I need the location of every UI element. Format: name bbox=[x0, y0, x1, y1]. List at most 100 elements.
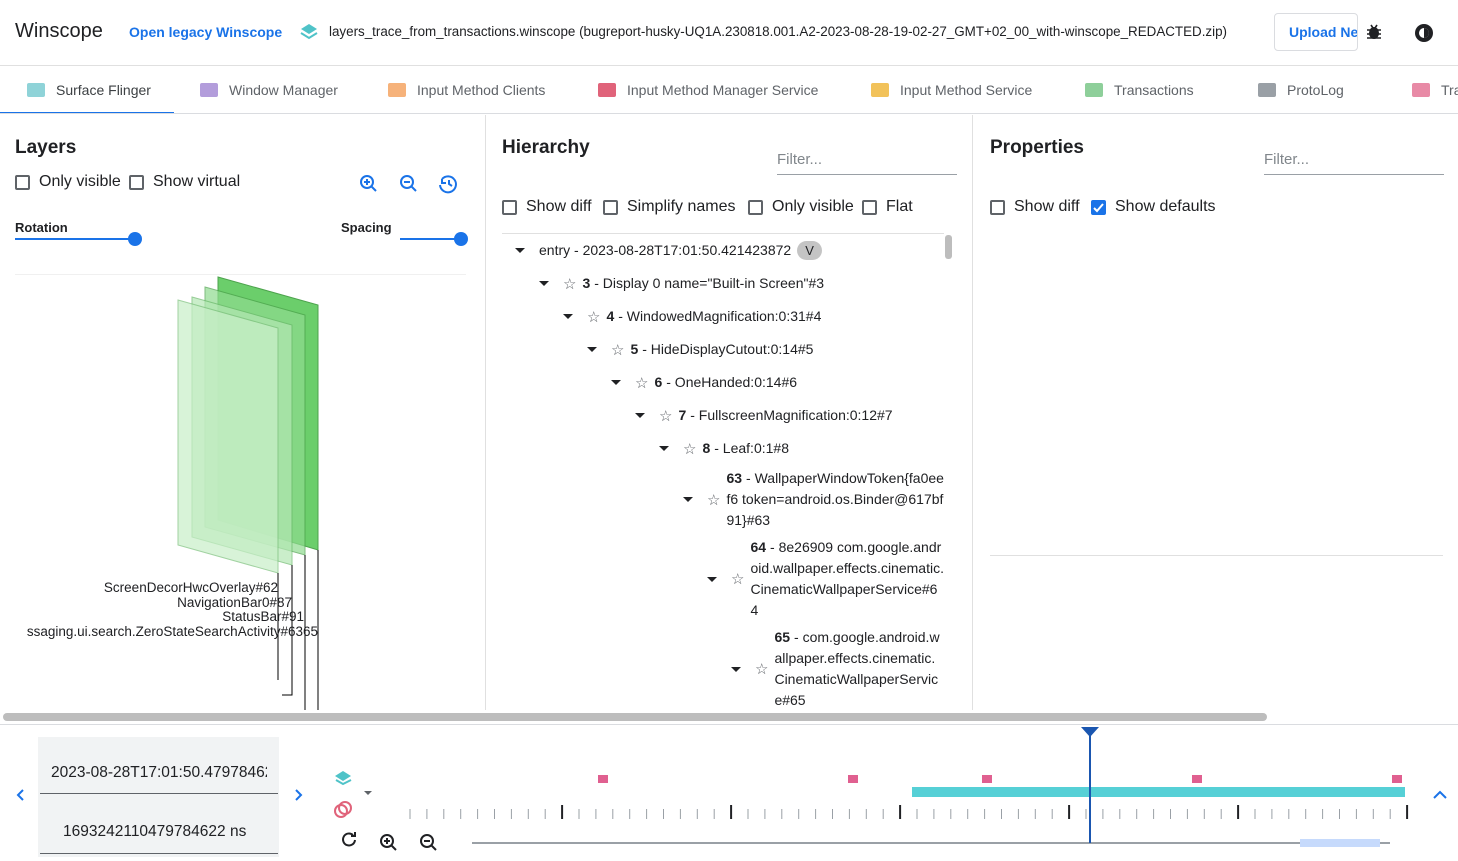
checkbox-label: Only visible bbox=[772, 198, 854, 215]
tree-node[interactable]: ☆ 6- OneHanded:0:14#6 bbox=[502, 366, 944, 399]
timeline: 2023-08-28T17:01:50.479784622 1693242110… bbox=[0, 724, 1458, 860]
horizontal-scrollbar[interactable] bbox=[3, 713, 1267, 721]
layer-label: ScreenDecorHwcOverlay#62 bbox=[103, 580, 278, 595]
checkbox[interactable]: Simplify names bbox=[603, 198, 735, 216]
expand-toggle[interactable] bbox=[611, 380, 621, 385]
tab-icon bbox=[598, 83, 616, 97]
node-text: entry - 2023-08-28T17:01:50.421423872 bbox=[539, 237, 791, 264]
tab[interactable]: Surface Flinger bbox=[0, 66, 174, 113]
tab[interactable]: Input Method Clients bbox=[388, 66, 545, 113]
node-text: 8- Leaf:0:1#8 bbox=[702, 435, 789, 462]
checkbox[interactable]: Only visible bbox=[15, 173, 121, 191]
filter-input[interactable]: Filter... bbox=[777, 145, 957, 175]
star-icon[interactable]: ☆ bbox=[587, 308, 601, 326]
node-id: 6 bbox=[654, 374, 663, 390]
expand-toggle[interactable] bbox=[563, 314, 573, 319]
star-icon[interactable]: ☆ bbox=[659, 407, 673, 425]
tab[interactable]: Input Method Manager Service bbox=[598, 66, 818, 113]
hierarchy-panel: Hierarchy Filter... Show diff Simplify na… bbox=[486, 115, 973, 710]
timestamp-input[interactable]: 2023-08-28T17:01:50.479784622 bbox=[51, 764, 267, 781]
properties-panel: Properties Filter... Show diff Show defau… bbox=[973, 115, 1458, 710]
node-text: 63- WallpaperWindowToken{fa0eef6 token=a… bbox=[726, 465, 944, 534]
panel-title: Properties bbox=[990, 137, 1084, 158]
node-id: 64 bbox=[750, 539, 767, 555]
scrollbar[interactable] bbox=[945, 235, 952, 259]
tree-node[interactable]: ☆ 7- FullscreenMagnification:0:12#7 bbox=[502, 399, 944, 432]
expand-toggle[interactable] bbox=[683, 497, 693, 502]
zoom-controls[interactable] bbox=[356, 173, 466, 195]
expand-toggle[interactable] bbox=[635, 413, 645, 418]
layer-label: StatusBar#91 bbox=[222, 609, 304, 624]
checkbox-label: Show diff bbox=[1014, 198, 1080, 215]
checkbox-box bbox=[862, 199, 877, 215]
bug-icon[interactable] bbox=[1364, 22, 1384, 42]
theme-icon[interactable] bbox=[1413, 22, 1435, 44]
checkbox-box bbox=[990, 199, 1005, 215]
expand-toggle[interactable] bbox=[515, 248, 525, 253]
star-icon[interactable]: ☆ bbox=[611, 341, 625, 359]
tab-icon bbox=[1412, 83, 1430, 97]
node-chip: V bbox=[797, 241, 822, 260]
check bbox=[1093, 202, 1104, 212]
tab[interactable]: Tra bbox=[1412, 66, 1458, 113]
tab[interactable]: Window Manager bbox=[200, 66, 338, 113]
checkbox[interactable]: Show diff bbox=[990, 198, 1080, 216]
filter-input[interactable]: Filter... bbox=[1264, 145, 1444, 175]
entry-marker bbox=[848, 775, 858, 783]
checkbox-box bbox=[502, 199, 517, 215]
checkbox-label: Simplify names bbox=[627, 198, 736, 215]
upload-button[interactable]: Upload New bbox=[1274, 13, 1358, 51]
star-icon[interactable]: ☆ bbox=[563, 275, 577, 293]
node-label: - com.google.android.wallpaper.effects.c… bbox=[774, 629, 940, 708]
tree-node[interactable]: ☆ 64- 8e26909 com.google.android.wallpape… bbox=[502, 534, 944, 624]
tab-icon bbox=[27, 83, 45, 97]
node-id: 65 bbox=[774, 629, 791, 645]
layers-3d-view[interactable] bbox=[0, 275, 486, 710]
expand-toggle[interactable] bbox=[587, 347, 597, 352]
expand-toggle[interactable] bbox=[539, 281, 549, 286]
ns-timestamp[interactable]: 1693242110479784622 ns bbox=[63, 823, 247, 840]
tab-label: Surface Flinger bbox=[56, 82, 151, 98]
star-icon[interactable]: ☆ bbox=[731, 571, 745, 588]
app-title: Winscope bbox=[15, 20, 103, 42]
star-icon[interactable]: ☆ bbox=[707, 491, 721, 509]
tab[interactable]: ProtoLog bbox=[1258, 66, 1344, 113]
node-text: 3- Display 0 name="Built-in Screen"#3 bbox=[582, 270, 824, 297]
star-icon[interactable]: ☆ bbox=[755, 661, 769, 678]
checkbox[interactable]: Show defaults bbox=[1091, 198, 1216, 216]
tab[interactable]: Transactions bbox=[1085, 66, 1194, 113]
tree-node[interactable]: entry - 2023-08-28T17:01:50.421423872 V bbox=[502, 234, 944, 267]
checkbox-label: Show diff bbox=[526, 198, 592, 215]
tab-icon bbox=[1085, 83, 1103, 97]
tree-node[interactable]: ☆ 4- WindowedMagnification:0:31#4 bbox=[502, 300, 944, 333]
tree-node[interactable]: ☆ 3- Display 0 name="Built-in Screen"#3 bbox=[502, 267, 944, 300]
node-text: 65- com.google.android.wallpaper.effects… bbox=[774, 624, 944, 710]
sliders[interactable] bbox=[0, 225, 486, 275]
tab-label: Tra bbox=[1441, 82, 1458, 98]
legacy-link[interactable]: Open legacy Winscope bbox=[129, 24, 283, 40]
panel-title: Hierarchy bbox=[502, 137, 590, 158]
checkbox[interactable]: Only visible bbox=[748, 198, 854, 216]
time-box bbox=[38, 737, 279, 857]
checkbox[interactable]: Flat bbox=[862, 198, 913, 216]
checkbox[interactable]: Show diff bbox=[502, 198, 592, 216]
node-id: 63 bbox=[726, 470, 743, 486]
tree-node[interactable]: ☆ 5- HideDisplayCutout:0:14#5 bbox=[502, 333, 944, 366]
tree-node[interactable]: ☆ 63- WallpaperWindowToken{fa0eef6 token=… bbox=[502, 465, 944, 534]
file-icon bbox=[300, 24, 318, 40]
star-icon[interactable]: ☆ bbox=[635, 374, 649, 392]
tree-node[interactable]: ☆ 8- Leaf:0:1#8 bbox=[502, 432, 944, 465]
expand-toggle[interactable] bbox=[659, 446, 669, 451]
node-label: - HideDisplayCutout:0:14#5 bbox=[642, 341, 814, 357]
tab[interactable]: Input Method Service bbox=[871, 66, 1032, 113]
node-text: 7- FullscreenMagnification:0:12#7 bbox=[678, 402, 892, 429]
node-label: entry - 2023-08-28T17:01:50.421423872 bbox=[539, 242, 792, 258]
checkbox[interactable]: Show virtual bbox=[129, 173, 240, 191]
expand-toggle[interactable] bbox=[707, 576, 717, 582]
star-icon[interactable]: ☆ bbox=[683, 440, 697, 458]
timeline-canvas[interactable] bbox=[0, 725, 1458, 861]
entry-marker bbox=[1192, 775, 1202, 783]
tree-node[interactable]: ☆ 65- com.google.android.wallpaper.effect… bbox=[502, 624, 944, 710]
expand-toggle[interactable] bbox=[731, 666, 741, 672]
node-label: - FullscreenMagnification:0:12#7 bbox=[690, 407, 893, 423]
